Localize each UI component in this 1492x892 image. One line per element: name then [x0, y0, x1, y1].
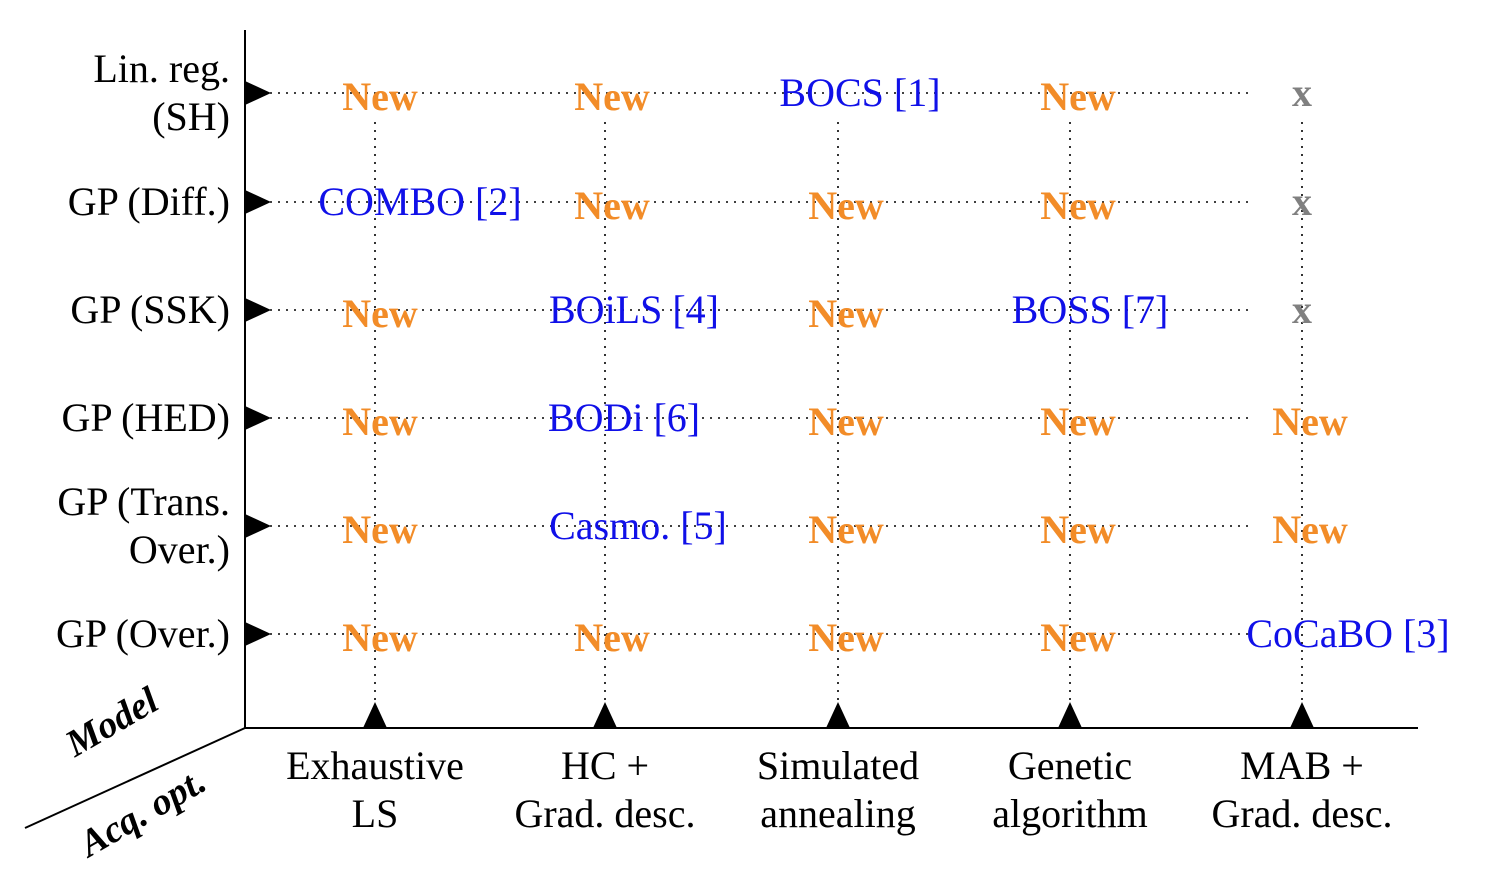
cell-r3-c1: New	[342, 291, 418, 336]
col-1-arrow-icon	[363, 702, 387, 728]
row-6-arrow-icon	[245, 622, 271, 646]
cell-r6-c5: CoCaBO [3]	[1246, 611, 1450, 656]
row-label-5: GP (Trans.	[57, 479, 230, 524]
column-label-2: Grad. desc.	[514, 791, 696, 836]
cell-r5-c2: Casmo. [5]	[549, 503, 727, 548]
row-3-arrow-icon	[245, 298, 271, 322]
cell-r3-c3: New	[808, 291, 884, 336]
row-4-arrow-icon	[245, 406, 271, 430]
cell-r3-c2: BOiLS [4]	[549, 287, 719, 332]
column-label-3: Simulated	[756, 743, 920, 788]
cell-r4-c5: New	[1272, 399, 1348, 444]
column-label-5: Grad. desc.	[1211, 791, 1393, 836]
row-1-arrow-icon	[245, 81, 271, 105]
cell-r1-c2: New	[574, 74, 650, 119]
cell-r2-c4: New	[1040, 183, 1116, 228]
cell-r3-c5: x	[1292, 287, 1312, 332]
col-5-arrow-icon	[1290, 702, 1314, 728]
corner-diagonal-line	[24, 727, 246, 829]
column-label-2: HC +	[560, 743, 650, 788]
row-5-arrow-icon	[245, 514, 271, 538]
column-label-5: MAB +	[1240, 743, 1364, 788]
cell-r4-c4: New	[1040, 399, 1116, 444]
cell-r2-c3: New	[808, 183, 884, 228]
column-label-4: algorithm	[992, 791, 1148, 836]
col-3-arrow-icon	[826, 702, 850, 728]
row-label-1: Lin. reg.	[93, 46, 230, 91]
cell-r2-c5: x	[1292, 179, 1312, 224]
cell-r5-c1: New	[342, 507, 418, 552]
column-label-1: LS	[351, 791, 399, 836]
cell-r5-c4: New	[1040, 507, 1116, 552]
row-label-1: (SH)	[152, 94, 230, 139]
cell-r1-c5: x	[1292, 70, 1312, 115]
row-label-5: Over.)	[128, 527, 230, 572]
cell-r5-c3: New	[808, 507, 884, 552]
cell-r4-c3: New	[808, 399, 884, 444]
cell-r2-c2: New	[574, 183, 650, 228]
cell-r4-c1: New	[342, 399, 418, 444]
cell-r3-c4: BOSS [7]	[1011, 287, 1169, 332]
row-label-2: GP (Diff.)	[67, 179, 230, 224]
column-label-3: annealing	[760, 791, 916, 836]
row-label-6: GP (Over.)	[55, 611, 230, 656]
cell-r6-c2: New	[574, 615, 650, 660]
cell-r6-c1: New	[342, 615, 418, 660]
cell-r1-c3: BOCS [1]	[779, 70, 941, 115]
row-label-3: GP (SSK)	[70, 287, 230, 332]
cell-r1-c1: New	[342, 74, 418, 119]
cell-r6-c4: New	[1040, 615, 1116, 660]
col-2-arrow-icon	[593, 702, 617, 728]
cell-r2-c1: COMBO [2]	[318, 179, 522, 224]
column-label-4: Genetic	[1007, 743, 1133, 788]
column-label-1: Exhaustive	[286, 743, 464, 788]
row-2-arrow-icon	[245, 190, 271, 214]
cell-r5-c5: New	[1272, 507, 1348, 552]
col-4-arrow-icon	[1058, 702, 1082, 728]
cell-r4-c2: BODi [6]	[547, 395, 701, 440]
row-label-4: GP (HED)	[61, 395, 231, 440]
cell-r1-c4: New	[1040, 74, 1116, 119]
cell-r6-c3: New	[808, 615, 884, 660]
